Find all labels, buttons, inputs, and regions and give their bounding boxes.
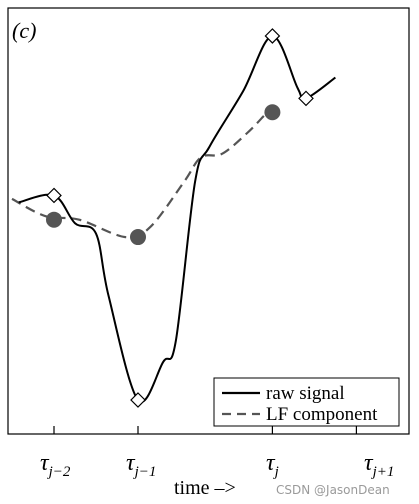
- plot-frame: [7, 7, 410, 435]
- lf-dot: [130, 229, 146, 246]
- lf-dots: [46, 104, 281, 246]
- tick-label: τj−1: [126, 450, 156, 480]
- tick-label: τj+1: [364, 450, 394, 480]
- watermark: CSDN @JasonDean: [276, 483, 390, 497]
- raw-signal-series: [18, 35, 336, 403]
- legend: raw signal LF component: [213, 377, 400, 427]
- lf-dot: [264, 104, 281, 121]
- raw-signal-line: [18, 35, 336, 403]
- lf-dot: [46, 211, 62, 228]
- x-axis-tick-labels: τj−2 τj−1 τj τj+1: [40, 450, 394, 480]
- extrema-markers: [46, 28, 314, 408]
- extremum-diamond-marker: [46, 187, 62, 204]
- legend-label-lf: LF component: [266, 404, 378, 425]
- extremum-diamond-marker: [130, 392, 146, 408]
- extremum-diamond-marker: [264, 28, 281, 44]
- legend-label-raw: raw signal: [266, 383, 345, 404]
- tick-label: τj−2: [40, 450, 71, 480]
- legend-box: [213, 377, 400, 427]
- x-axis-title: time –>: [174, 477, 236, 499]
- tick-label: τj: [266, 450, 279, 480]
- x-axis-ticks: [53, 426, 357, 434]
- panel-label: (c): [12, 18, 36, 43]
- extremum-diamond-marker: [298, 90, 314, 107]
